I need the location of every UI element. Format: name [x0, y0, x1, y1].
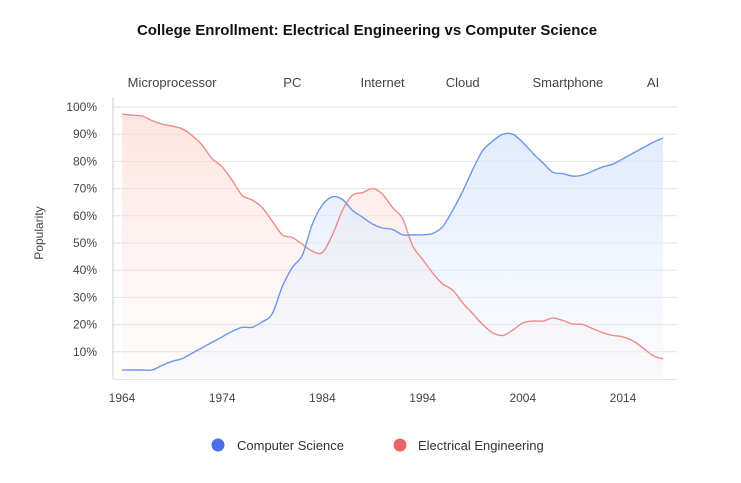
y-tick-label: 20% [73, 318, 97, 332]
x-tick-label: 1994 [409, 391, 436, 405]
legend-marker-electrical-engineering [393, 438, 407, 452]
line-electrical-engineering [121, 113, 664, 360]
annotation-microprocessor: Microprocessor [128, 75, 218, 90]
line-computer-science [121, 132, 664, 372]
legend: Computer Science Electrical Engineering [211, 438, 544, 453]
x-tick-label: 1974 [209, 391, 236, 405]
annotation-cloud: Cloud [446, 75, 480, 90]
annotation-smartphone: Smartphone [532, 75, 603, 90]
annotation-ai: AI [647, 75, 659, 90]
annotations: Microprocessor PC Internet Cloud Smartphone A… [128, 75, 660, 90]
x-tick-label: 2014 [610, 391, 637, 405]
y-tick-label: 100% [66, 100, 97, 114]
legend-item-computer-science[interactable]: Computer Science [211, 438, 344, 453]
annotation-pc: PC [283, 75, 301, 90]
y-tick-label: 30% [73, 290, 97, 304]
y-tick-label: 10% [73, 345, 97, 359]
series-lines [121, 113, 664, 372]
annotation-internet: Internet [360, 75, 404, 90]
y-tick-label: 40% [73, 263, 97, 277]
area-computer-science [122, 133, 664, 379]
y-tick-label: 70% [73, 182, 97, 196]
x-tick-label: 2004 [509, 391, 536, 405]
legend-item-electrical-engineering[interactable]: Electrical Engineering [393, 438, 544, 453]
areas [122, 114, 664, 380]
legend-label-computer-science: Computer Science [237, 438, 344, 453]
x-axis-ticks: 1964 1974 1984 1994 2004 2014 [109, 391, 637, 405]
legend-label-electrical-engineering: Electrical Engineering [418, 438, 544, 453]
legend-marker-computer-science [211, 438, 225, 452]
y-tick-label: 90% [73, 127, 97, 141]
y-tick-label: 80% [73, 154, 97, 168]
y-axis-ticks: 10% 20% 30% 40% 50% 60% 70% 80% 90% 100% [66, 100, 97, 359]
y-tick-label: 50% [73, 236, 97, 250]
chart-title: College Enrollment: Electrical Engineeri… [137, 22, 597, 39]
x-tick-label: 1984 [309, 391, 336, 405]
y-tick-label: 60% [73, 209, 97, 223]
y-axis-label: Popularity [32, 206, 46, 259]
x-tick-label: 1964 [109, 391, 136, 405]
